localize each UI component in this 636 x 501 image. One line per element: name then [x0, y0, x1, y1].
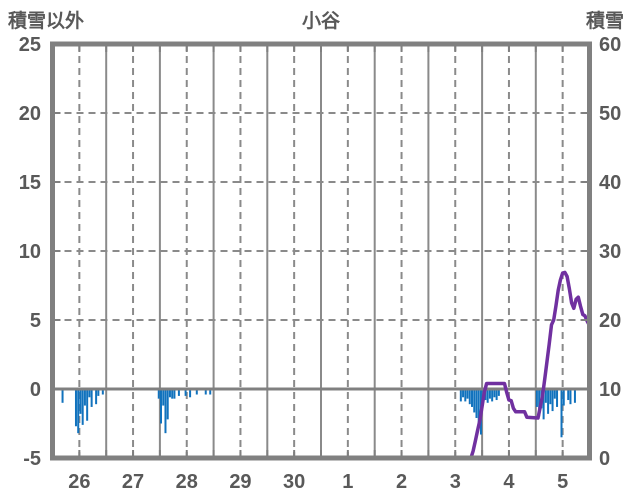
x-axis-tick-label: 2: [396, 471, 407, 493]
hourly-bar: [166, 390, 169, 420]
hourly-bar: [171, 390, 174, 399]
left-axis-tick-label: 5: [30, 310, 41, 332]
hourly-bar: [547, 390, 550, 414]
hourly-bar: [61, 390, 64, 403]
hourly-bar: [157, 390, 160, 399]
left-axis-tick-label: 25: [19, 34, 41, 56]
hourly-bar: [549, 390, 552, 405]
hourly-bar: [97, 390, 100, 396]
hourly-bar: [81, 390, 84, 425]
hourly-bar: [90, 390, 93, 407]
hourly-bar: [477, 390, 480, 425]
hourly-bar: [209, 390, 212, 395]
hourly-bar: [189, 390, 192, 398]
right-axis-tick-label: 20: [599, 310, 621, 332]
hourly-bar: [573, 390, 576, 403]
x-axis-tick-label: 1: [342, 471, 353, 493]
hourly-bar: [567, 390, 570, 401]
x-axis-tick-label: 27: [122, 471, 144, 493]
right-axis-tick-label: 30: [599, 241, 621, 263]
right-axis-title: 積雪: [585, 11, 624, 32]
hourly-bar: [495, 390, 498, 401]
hourly-bar: [86, 390, 89, 421]
hourly-bar: [488, 390, 491, 399]
snow-depth-line: [50, 270, 592, 460]
hourly-bar: [462, 390, 465, 398]
hourly-bar: [473, 390, 476, 413]
right-axis-tick-label: 0: [599, 448, 610, 470]
right-axis-tick-label: 40: [599, 172, 621, 194]
hourly-bar: [466, 390, 469, 399]
x-axis-tick-label: 4: [503, 471, 515, 493]
hourly-bar: [486, 390, 489, 403]
hourly-bar: [542, 390, 545, 420]
hourly-bar: [101, 390, 104, 395]
hourly-bar: [468, 390, 471, 405]
left-axis-tick-label: 0: [30, 379, 41, 401]
hourly-bar: [553, 390, 556, 399]
hourly-bar: [160, 390, 162, 424]
hourly-bar: [164, 390, 167, 434]
hourly-bar: [77, 390, 80, 434]
hourly-bar: [184, 390, 187, 396]
hourly-bar: [177, 390, 180, 396]
hourly-bar: [535, 390, 538, 407]
hourly-bar: [538, 390, 541, 417]
hourly-bar: [83, 390, 86, 406]
hourly-bar: [556, 390, 559, 407]
hourly-bar: [74, 390, 77, 427]
right-axis-tick-label: 10: [599, 379, 621, 401]
hourly-bar: [491, 390, 494, 402]
x-axis-tick-label: 28: [176, 471, 198, 493]
hourly-bar: [173, 390, 176, 399]
hourly-bar: [459, 390, 462, 402]
hourly-bar: [79, 390, 82, 414]
x-axis-tick-label: 29: [229, 471, 251, 493]
x-axis-tick-label: 5: [557, 471, 568, 493]
x-axis-tick-label: 26: [68, 471, 90, 493]
right-axis-tick-label: 50: [599, 103, 621, 125]
hourly-bar: [168, 390, 171, 398]
hourly-bar: [195, 390, 198, 395]
x-axis-tick-label: 3: [450, 471, 461, 493]
left-axis-tick-label: 15: [19, 172, 41, 194]
hourly-bar: [544, 390, 547, 403]
left-axis-tick-label: 20: [19, 103, 41, 125]
right-axis-tick-label: 60: [599, 34, 621, 56]
hourly-bar: [569, 390, 572, 405]
hourly-bar: [551, 390, 554, 412]
left-axis-title: 積雪以外: [8, 11, 85, 32]
hourly-bar: [204, 390, 207, 395]
hourly-bar: [497, 390, 500, 396]
hourly-bar: [471, 390, 474, 407]
left-axis-tick-label: -5: [23, 448, 41, 470]
hourly-bar: [562, 390, 565, 406]
x-axis-tick-label: 30: [283, 471, 305, 493]
hourly-bar: [162, 390, 165, 406]
hourly-bar: [493, 390, 496, 398]
hourly-bar: [560, 390, 563, 438]
hourly-bar: [95, 390, 98, 405]
hourly-bar: [475, 390, 478, 418]
hourly-bar: [88, 390, 91, 398]
left-axis-tick-label: 10: [19, 241, 41, 263]
hourly-bar: [464, 390, 467, 402]
station-title: 小谷: [301, 11, 341, 32]
